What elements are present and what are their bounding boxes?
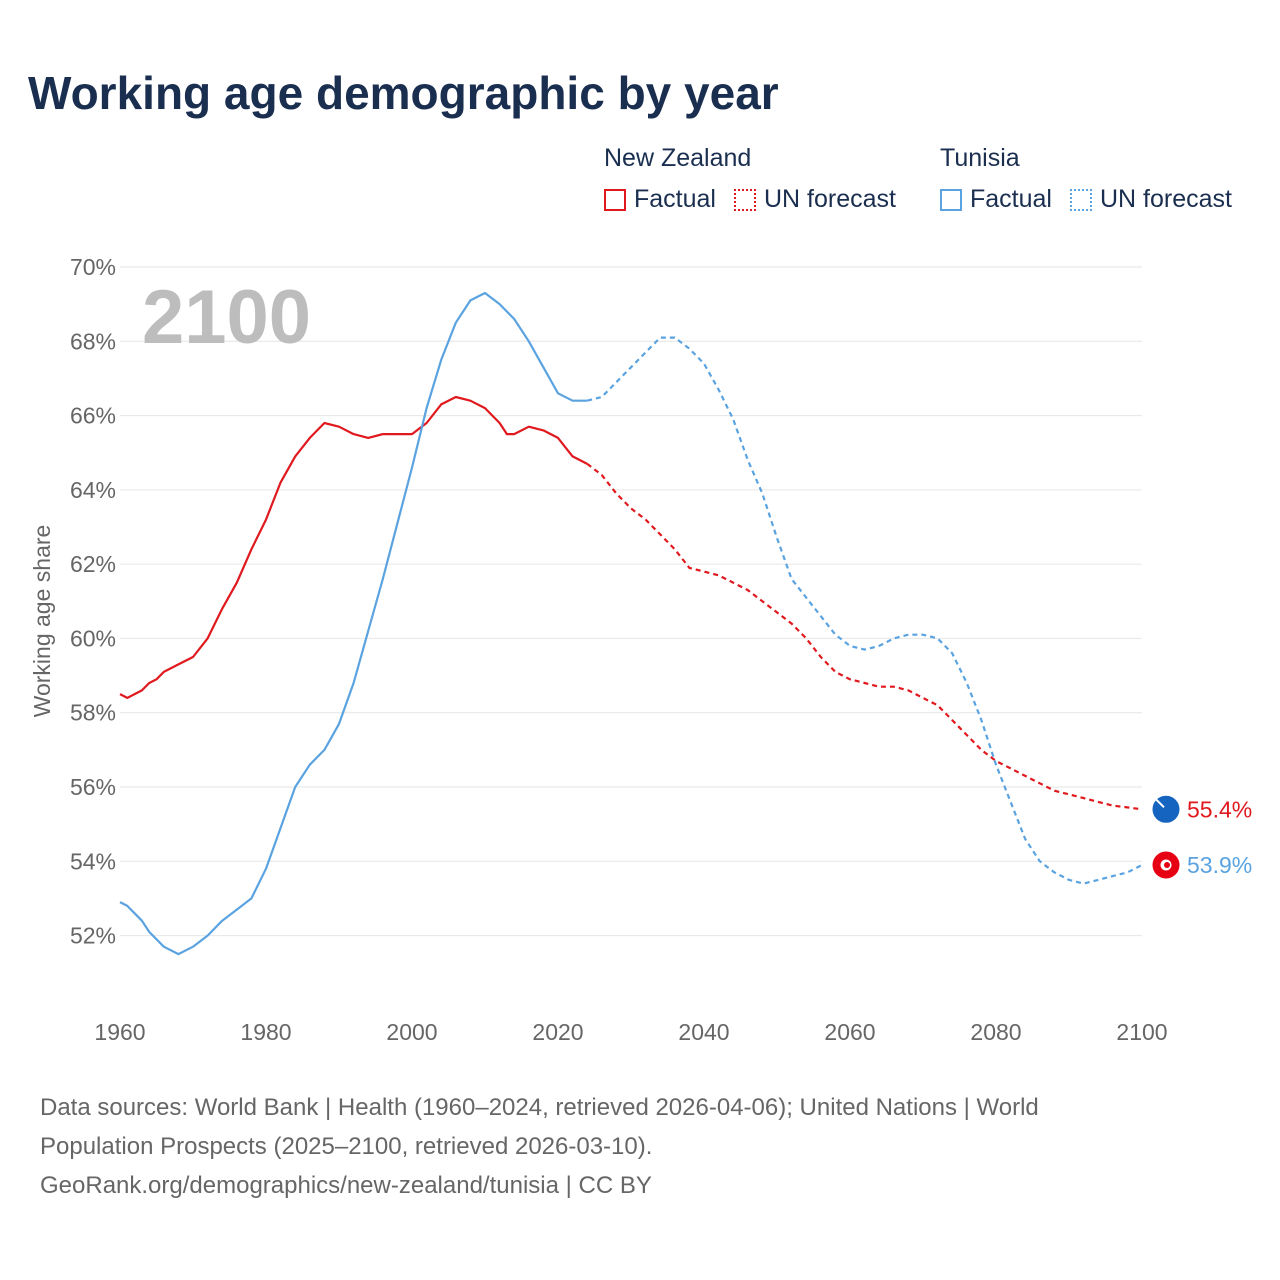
x-tick-label-2100: 2100 xyxy=(1116,1019,1167,1045)
data-sources: Data sources: World Bank | Health (1960–… xyxy=(40,1088,1240,1205)
legend-new-zealand: New Zealand Factual UN forecast xyxy=(604,144,914,214)
x-tick-label-2020: 2020 xyxy=(532,1019,583,1045)
y-tick-label-60: 60% xyxy=(70,625,116,651)
series-line-tunisia-factual xyxy=(119,291,588,956)
y-tick-label-54: 54% xyxy=(70,848,116,874)
y-tick-label-56: 56% xyxy=(70,774,116,800)
sources-line-3: GeoRank.org/demographics/new-zealand/tun… xyxy=(40,1172,652,1199)
y-tick-label-52: 52% xyxy=(70,923,116,949)
series-line-new-zealand-forecast xyxy=(586,463,1143,811)
series-line-tunisia-forecast xyxy=(586,336,1143,885)
year-display: 2100 xyxy=(142,275,311,360)
legend-label-tn-factual: Factual xyxy=(970,185,1052,213)
end-markers: 55.4% 53.9% xyxy=(1151,794,1252,880)
legend-tunisia: Tunisia Factual UN forecast xyxy=(940,144,1232,214)
y-tick-label-68: 68% xyxy=(70,328,116,354)
line-chart: 52% 54% 56% 58% 60% 62% 64% 66% 68% 70% 1960 1980 2… xyxy=(29,254,1252,1045)
legend-label-tn-forecast: UN forecast xyxy=(1099,185,1232,213)
x-tick-label-2080: 2080 xyxy=(970,1019,1021,1045)
chart-title: Working age demographic by year xyxy=(28,67,779,119)
sources-line-2: Population Prospects (2025–2100, retriev… xyxy=(40,1133,653,1160)
x-axis-ticks: 1960 1980 2000 2020 2040 2060 2080 2100 xyxy=(94,1019,1167,1045)
gridlines xyxy=(120,266,1142,937)
legend-country-tunisia: Tunisia xyxy=(940,144,1020,172)
series-line-new-zealand-factual xyxy=(119,395,588,700)
series-lines xyxy=(119,291,1143,956)
y-axis-title: Working age share xyxy=(29,525,55,718)
x-tick-label-2000: 2000 xyxy=(386,1019,437,1045)
sources-line-1: Data sources: World Bank | Health (1960–… xyxy=(40,1094,1039,1121)
x-tick-label-1980: 1980 xyxy=(240,1019,291,1045)
legend-label-nz-factual: Factual xyxy=(634,185,716,213)
y-tick-label-70: 70% xyxy=(70,254,116,280)
legend-label-nz-forecast: UN forecast xyxy=(763,185,896,213)
x-tick-label-1960: 1960 xyxy=(94,1019,145,1045)
y-tick-label-66: 66% xyxy=(70,403,116,429)
end-label-new-zealand: 55.4% xyxy=(1187,796,1252,822)
end-label-tunisia: 53.9% xyxy=(1187,852,1252,878)
y-tick-label-62: 62% xyxy=(70,551,116,577)
y-axis-ticks: 52% 54% 56% 58% 60% 62% 64% 66% 68% 70% xyxy=(70,254,116,949)
legend-swatch-nz-forecast xyxy=(733,188,756,211)
flag-tunisia-crescent-icon xyxy=(1164,862,1170,868)
legend-swatch-tn-factual xyxy=(940,188,962,211)
x-tick-label-2060: 2060 xyxy=(824,1019,875,1045)
legend-swatch-nz-factual xyxy=(604,188,626,211)
y-tick-label-58: 58% xyxy=(70,700,116,726)
x-tick-label-2040: 2040 xyxy=(678,1019,729,1045)
y-tick-label-64: 64% xyxy=(70,477,116,503)
legend-swatch-tn-forecast xyxy=(1069,188,1092,211)
flag-new-zealand-union-icon xyxy=(1155,798,1165,808)
legend-country-new-zealand: New Zealand xyxy=(604,144,752,172)
